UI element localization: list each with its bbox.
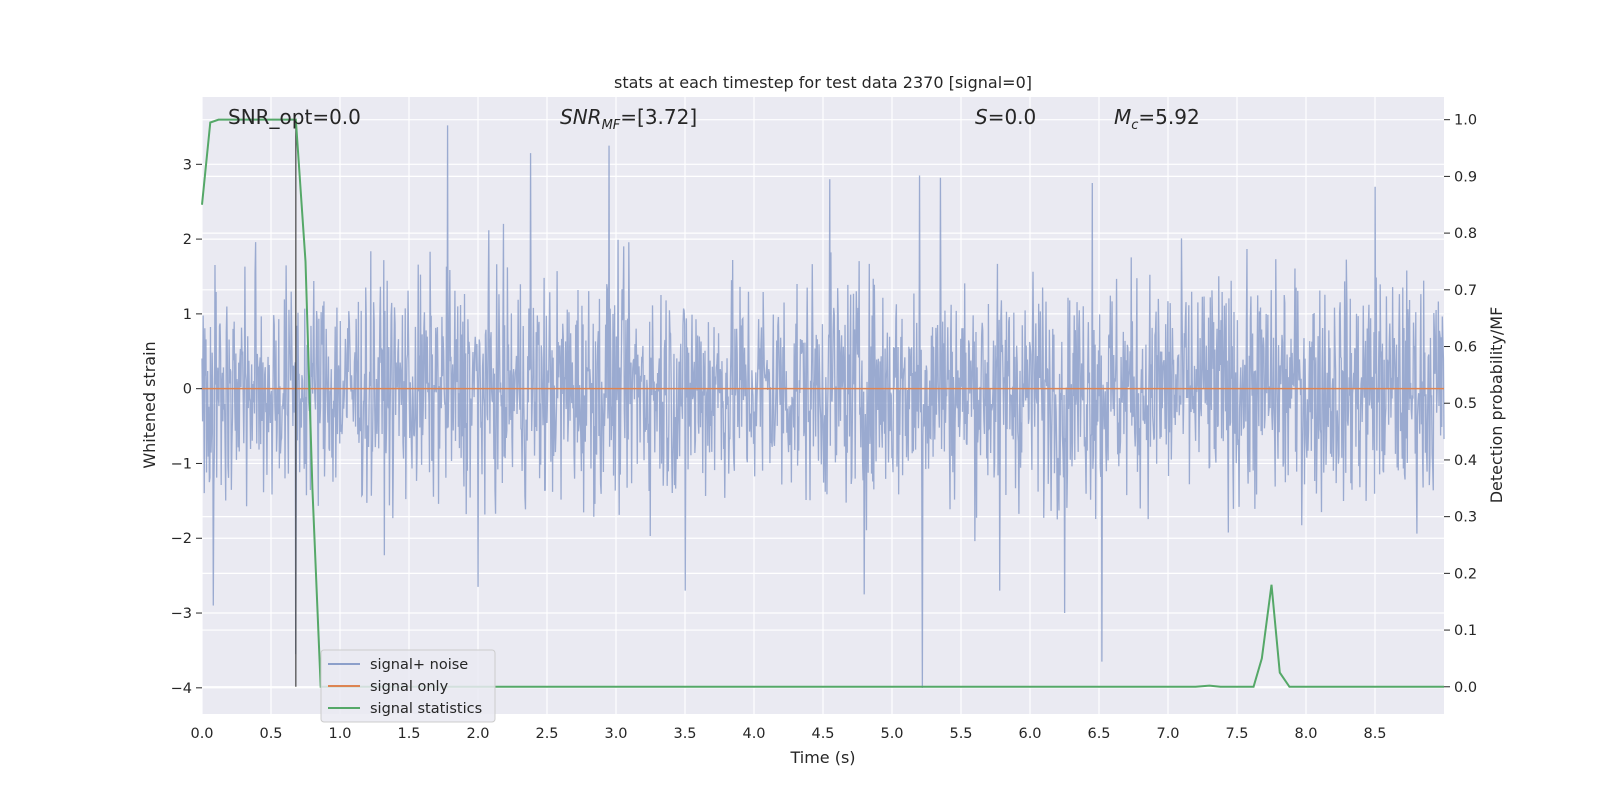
- legend-label-signal: signal only: [370, 679, 449, 695]
- x-tick-label: 5.0: [880, 726, 903, 742]
- legend-label-stats: signal statistics: [370, 701, 482, 717]
- x-tick-label: 1.0: [328, 726, 351, 742]
- y2-tick-label: 0.0: [1454, 680, 1477, 696]
- y-tick-label: 3: [183, 157, 192, 173]
- annotation-s: S=0.0: [975, 105, 1036, 129]
- y-tick-label: −1: [171, 456, 192, 472]
- series-signal-statistics: [201, 118, 1444, 688]
- annotation-s-value: =0.0: [988, 105, 1037, 129]
- y2-tick-label: 0.6: [1454, 340, 1477, 356]
- x-tick-label: 2.0: [466, 726, 489, 742]
- y2-tick-label: 1.0: [1454, 113, 1477, 129]
- y-tick-label: 1: [183, 307, 192, 323]
- x-tick-label: 7.0: [1156, 726, 1179, 742]
- x-tick-label: 3.0: [604, 726, 627, 742]
- x-tick-label: 2.5: [535, 726, 558, 742]
- x-tick-label: 7.5: [1225, 726, 1248, 742]
- plot-area: [201, 118, 1445, 688]
- annotation-snr-mf-base: SNR: [560, 105, 602, 129]
- x-tick-label: 6.5: [1087, 726, 1110, 742]
- x-tick-label: 0.0: [190, 726, 213, 742]
- annotation-s-base: S: [975, 105, 988, 129]
- x-tick-label: 4.5: [811, 726, 834, 742]
- y2-tick-label: 0.7: [1454, 283, 1477, 299]
- y2-tick-label: 0.9: [1454, 169, 1477, 185]
- x-tick-label: 8.0: [1294, 726, 1317, 742]
- annotation-mc: Mc=5.92: [1114, 105, 1200, 133]
- y-tick-label: 0: [183, 382, 192, 398]
- x-tick-label: 3.5: [673, 726, 696, 742]
- x-tick-label: 6.0: [1018, 726, 1041, 742]
- axes: 0.0 0.5 1.0 1.5 2.0 2.5 3.0 3.5 4.0 4.5 5.0 5.5 6.0 6…: [171, 113, 1477, 742]
- annotation-snr-mf-value: =[3.72]: [620, 105, 697, 129]
- y2-tick-label: 0.8: [1454, 226, 1477, 242]
- chart-title: stats at each timestep for test data 237…: [614, 73, 1032, 92]
- annotation-snr-mf: SNRMF=[3.72]: [560, 105, 697, 133]
- y2-tick-label: 0.1: [1454, 623, 1477, 639]
- annotation-mc-value: =5.92: [1138, 105, 1199, 129]
- annotation-mc-sub: c: [1131, 118, 1138, 133]
- x-tick-label: 0.5: [259, 726, 282, 742]
- series-signal-noise: [201, 125, 1445, 688]
- annotation-mc-base: M: [1114, 105, 1131, 129]
- x-tick-label: 1.5: [397, 726, 420, 742]
- x-tick-label: 8.5: [1363, 726, 1386, 742]
- x-axis-label: Time (s): [789, 748, 855, 767]
- y2-tick-label: 0.4: [1454, 453, 1477, 469]
- legend-box: [320, 649, 496, 723]
- y2-tick-label: 0.3: [1454, 510, 1477, 526]
- y-tick-label: 2: [183, 232, 192, 248]
- annotation-snr-opt: SNR_opt=0.0: [228, 105, 361, 129]
- y2-tick-label: 0.2: [1454, 566, 1477, 582]
- y-tick-label: −3: [171, 606, 192, 622]
- y2-tick-label: 0.5: [1454, 396, 1477, 412]
- legend: signal+ noise signal only signal statist…: [320, 649, 496, 723]
- legend-label-noise: signal+ noise: [370, 657, 468, 673]
- annotation-snr-mf-sub: MF: [602, 118, 621, 133]
- y-tick-label: −2: [171, 531, 192, 547]
- x-tick-label: 4.0: [742, 726, 765, 742]
- x-tick-label: 5.5: [949, 726, 972, 742]
- y2-axis-label: Detection probability/MF: [1487, 307, 1506, 504]
- y-axis-label: Whitened strain: [140, 341, 159, 468]
- y-tick-label: −4: [171, 681, 192, 697]
